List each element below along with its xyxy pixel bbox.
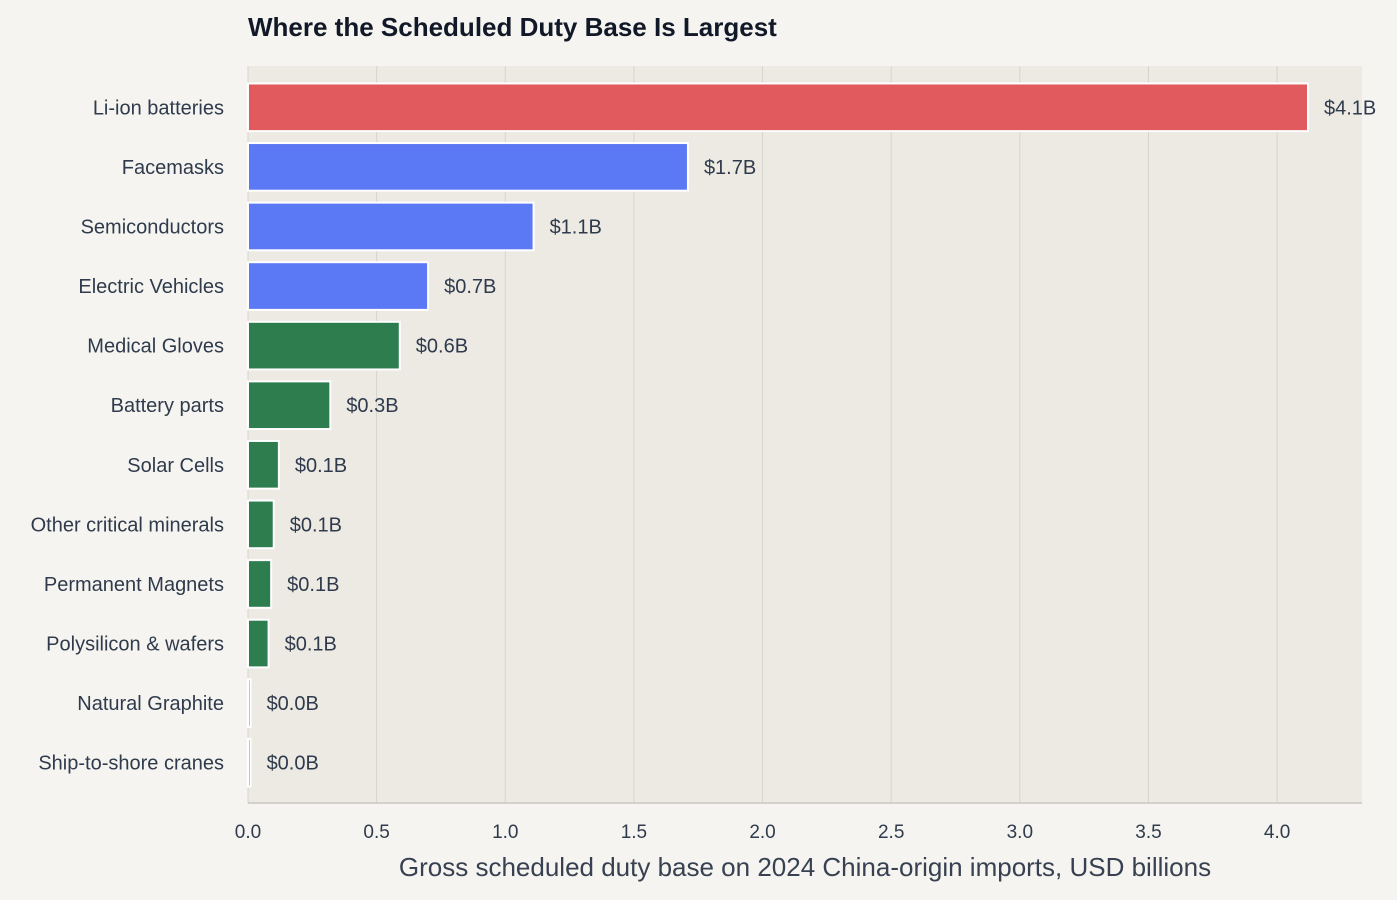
x-tick-label: 2.0 [749, 822, 775, 843]
data-label: $0.7B [444, 276, 496, 298]
x-tick-label: 0.0 [235, 822, 261, 843]
x-tick-label: 3.0 [1007, 822, 1033, 843]
bar [247, 678, 252, 728]
category-label: Electric Vehicles [78, 276, 224, 298]
bar [247, 618, 270, 669]
data-label: $0.1B [290, 514, 342, 536]
x-tick-label: 4.0 [1264, 822, 1290, 843]
bar [247, 320, 401, 371]
data-label: $0.0B [267, 753, 319, 775]
data-labels: $4.1B $1.7B $1.1B $0.7B $0.6B $0.3B $0.1B $0.1B… [267, 97, 1377, 774]
data-label: $0.6B [416, 336, 468, 358]
gridlines [247, 66, 1278, 803]
category-label: Facemasks [122, 157, 224, 179]
x-axis-label: Gross scheduled duty base on 2024 China-… [398, 852, 1212, 882]
category-label: Solar Cells [127, 455, 224, 477]
category-label: Natural Graphite [77, 693, 224, 715]
x-tick-labels: 0.0 0.5 1.0 1.5 2.0 2.5 3.0 3.5 4.0 [235, 822, 1291, 843]
category-label: Li-ion batteries [93, 97, 224, 119]
data-label: $1.1B [550, 216, 602, 238]
bar [247, 559, 273, 609]
category-label: Permanent Magnets [44, 574, 224, 596]
category-label: Polysilicon & wafers [46, 634, 224, 656]
x-tick-label: 1.5 [621, 822, 647, 843]
bar [247, 380, 332, 431]
bar [247, 142, 689, 192]
data-label: $1.7B [704, 157, 756, 179]
category-label: Medical Gloves [87, 336, 224, 358]
data-label: $4.1B [1324, 97, 1376, 119]
data-label: $0.1B [295, 455, 347, 477]
bar [247, 261, 430, 311]
bar [247, 439, 280, 490]
data-label: $0.1B [287, 574, 339, 596]
data-label: $0.0B [267, 693, 319, 715]
x-tick-label: 2.5 [878, 822, 904, 843]
bar [247, 499, 275, 550]
x-tick-label: 0.5 [363, 822, 389, 843]
category-label: Battery parts [111, 395, 224, 417]
x-tick-label: 3.5 [1135, 822, 1161, 843]
category-label: Semiconductors [81, 216, 224, 238]
bar [247, 201, 535, 252]
bar [247, 82, 1309, 133]
data-label: $0.3B [346, 395, 398, 417]
bar [247, 737, 252, 788]
category-labels: Li-ion batteries Facemasks Semiconductors E… [31, 97, 224, 774]
category-label: Ship-to-shore cranes [38, 753, 224, 775]
chart-title: Where the Scheduled Duty Base Is Largest [248, 12, 777, 42]
x-tick-label: 1.0 [492, 822, 518, 843]
data-label: $0.1B [285, 634, 337, 656]
category-label: Other critical minerals [31, 514, 224, 536]
bars [247, 82, 1309, 788]
